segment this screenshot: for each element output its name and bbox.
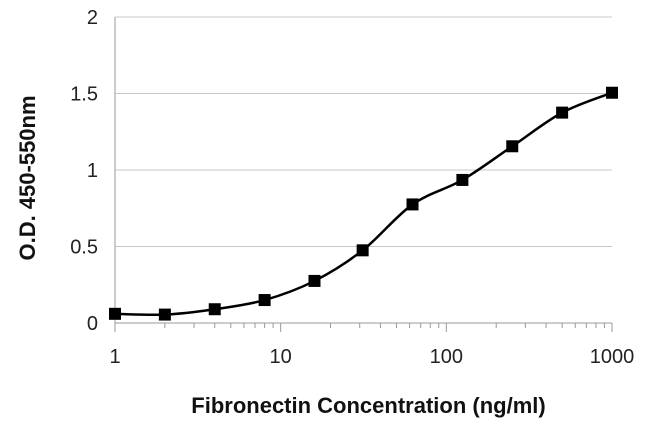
data-point-marker	[258, 294, 271, 307]
y-tick-label: 1	[87, 160, 98, 182]
data-point-marker	[556, 106, 569, 119]
series-line	[114, 91, 613, 317]
series-layer	[109, 86, 618, 321]
data-point-marker	[109, 307, 121, 320]
x-tick-label: 1000	[590, 346, 635, 368]
y-tick-label: 0.5	[70, 237, 98, 259]
data-point-marker	[606, 86, 618, 99]
data-point-marker	[356, 244, 369, 257]
x-tick-label: 100	[430, 346, 463, 368]
y-tick-label: 2	[87, 7, 98, 29]
axes	[114, 17, 613, 332]
y-tick-label: 0	[87, 313, 98, 335]
data-point-marker	[208, 303, 221, 316]
data-point-marker	[308, 274, 321, 287]
data-point-marker	[456, 173, 469, 186]
data-point-marker	[158, 308, 171, 321]
tick-labels: 0 0.5 1 1.5 2 1 10 100 1000	[70, 7, 634, 368]
data-point-marker	[406, 198, 419, 211]
y-tick-label: 1.5	[70, 84, 98, 106]
x-tick-label: 10	[270, 346, 292, 368]
x-axis-title: Fibronectin Concentration (ng/ml)	[191, 393, 545, 418]
data-point-marker	[506, 140, 519, 153]
x-tick-label: 1	[109, 346, 120, 368]
y-axis-title: O.D. 450-550nm	[15, 95, 40, 260]
gridlines	[115, 16, 612, 247]
